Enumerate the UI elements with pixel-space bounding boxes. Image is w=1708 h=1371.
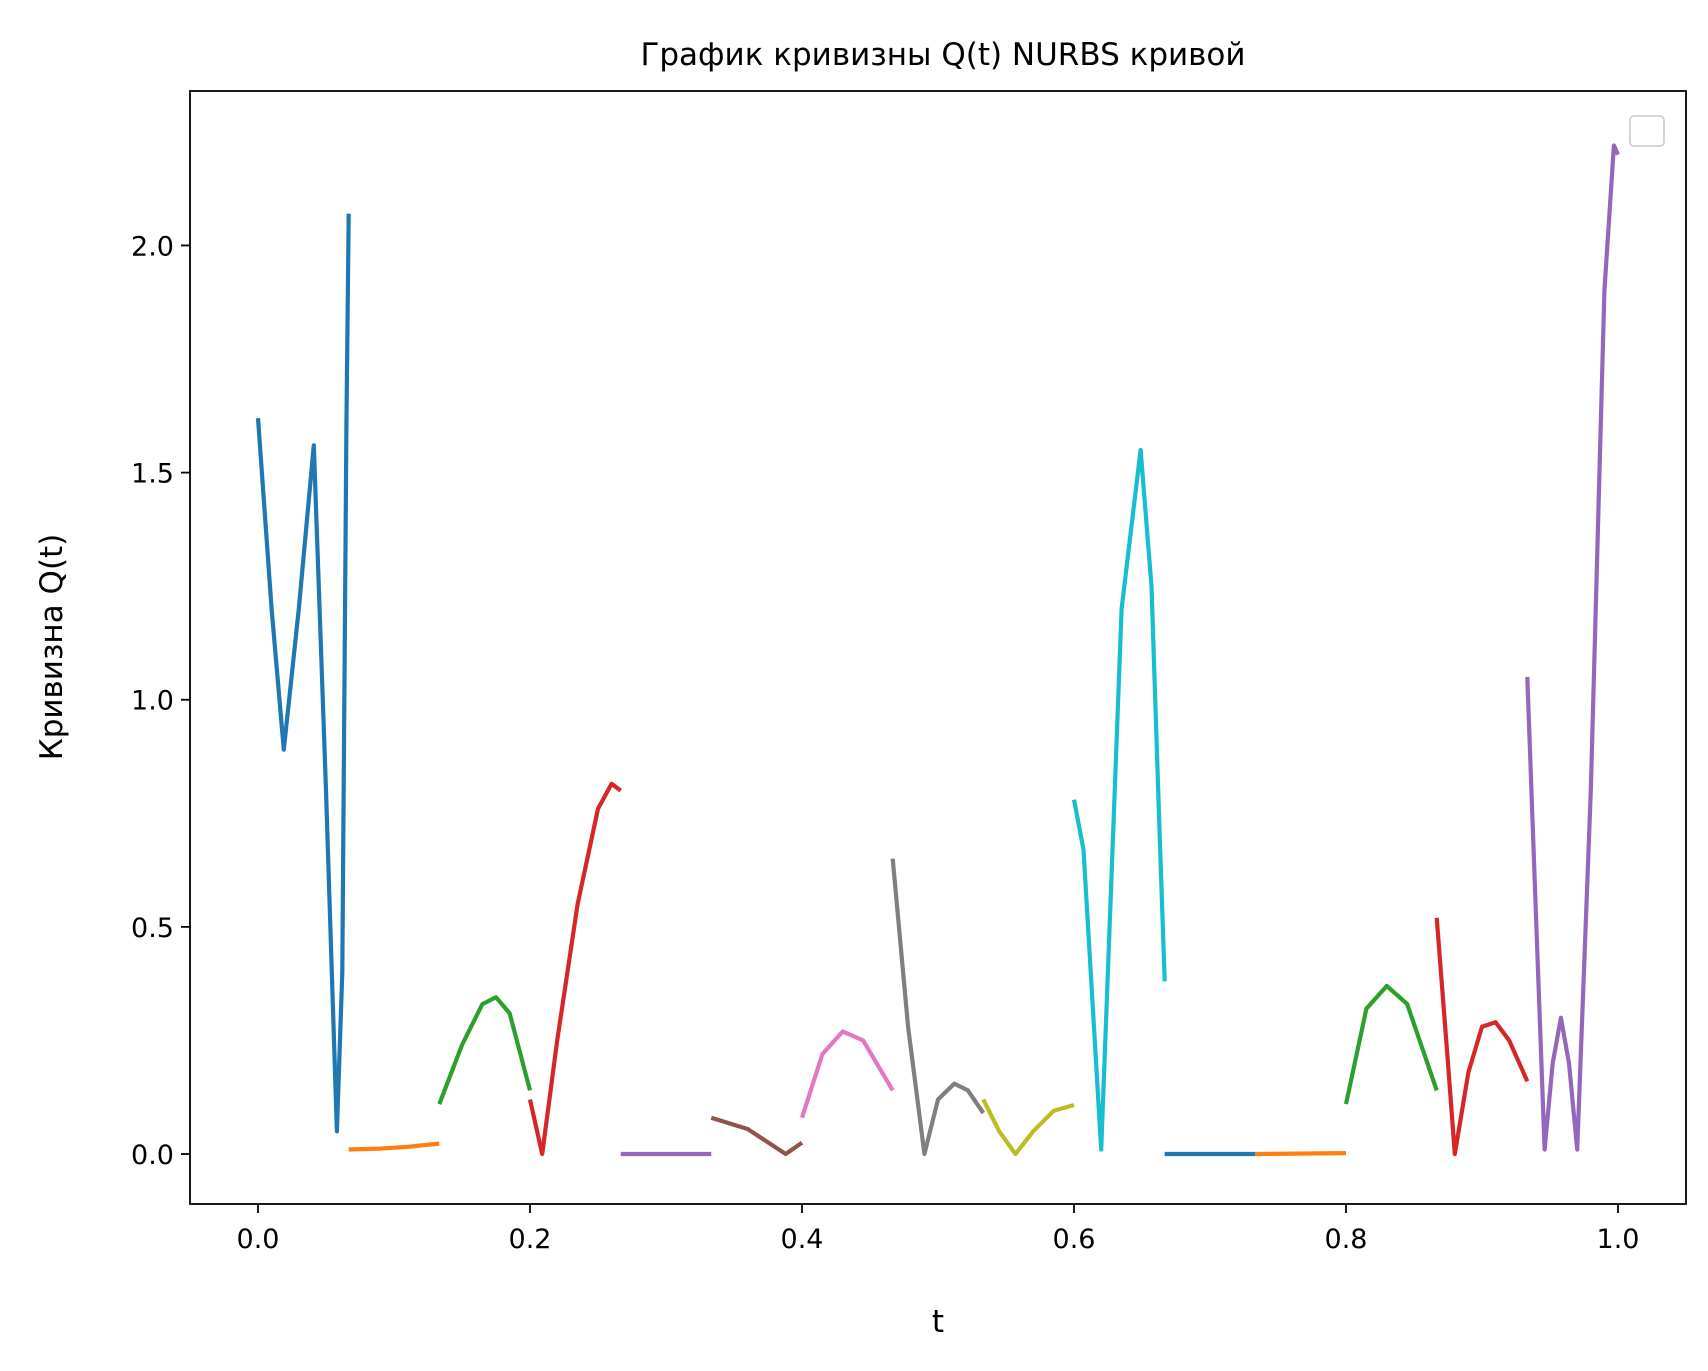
x-tick-label: 0.4: [781, 1224, 824, 1255]
x-tick-label: 1.0: [1597, 1224, 1640, 1255]
legend: [1629, 115, 1665, 147]
series-layer: [255, 143, 1620, 1157]
series-line-2: [437, 995, 533, 1105]
x-tick-label: 0.0: [237, 1224, 280, 1255]
series-line-5: [710, 1115, 804, 1157]
y-tick-label: 0.5: [131, 913, 174, 944]
chart-title: График кривизны Q(t) NURBS кривой: [640, 37, 1245, 73]
series-line-9: [1071, 447, 1167, 1152]
x-axis: 0.0 0.2 0.4 0.6 0.8 1.0: [237, 1204, 1640, 1255]
series-line-1: [348, 1141, 440, 1152]
y-tick-label: 2.0: [131, 231, 174, 262]
series-line-8: [981, 1098, 1075, 1157]
series-line-14: [1525, 143, 1620, 1152]
series-line-0: [255, 213, 351, 1134]
series-line-7: [890, 858, 986, 1157]
series-line-11: [1255, 1151, 1347, 1157]
series-line-13: [1434, 917, 1530, 1157]
x-tick-label: 0.8: [1325, 1224, 1368, 1255]
y-axis: 0.0 0.5 1.0 1.5 2.0: [131, 231, 190, 1171]
series-line-3: [527, 781, 622, 1157]
y-tick-label: 0.0: [131, 1140, 174, 1171]
y-tick-label: 1.0: [131, 686, 174, 717]
x-tick-label: 0.6: [1053, 1224, 1096, 1255]
x-tick-label: 0.2: [509, 1224, 552, 1255]
y-axis-label: Кривизна Q(t): [34, 534, 70, 761]
plot-area-frame: [189, 90, 1687, 1205]
series-line-12: [1343, 983, 1439, 1105]
x-axis-label: t: [932, 1304, 944, 1340]
y-tick-label: 1.5: [131, 459, 174, 490]
series-line-6: [800, 1029, 895, 1119]
